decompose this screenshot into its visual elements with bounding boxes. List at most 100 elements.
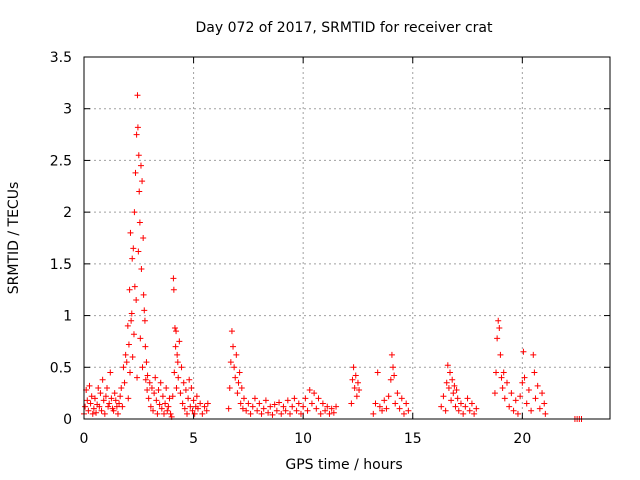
data-point: [93, 409, 100, 416]
y-tick-label: 1.5: [50, 257, 72, 273]
data-point: [173, 384, 180, 391]
data-point: [101, 410, 108, 417]
data-point: [319, 400, 326, 407]
data-point: [87, 400, 94, 407]
data-point: [95, 384, 102, 391]
data-point: [262, 397, 269, 404]
data-point: [129, 255, 136, 262]
data-point: [134, 124, 141, 131]
data-point: [265, 409, 272, 416]
y-tick-label: 0: [63, 412, 72, 428]
data-point: [494, 335, 501, 342]
data-point: [157, 379, 164, 386]
data-point: [374, 369, 381, 376]
x-tick-label: 15: [404, 431, 422, 447]
y-tick-label: 2.5: [50, 153, 72, 169]
chart-title: Day 072 of 2017, SRMTID for receiver cra…: [196, 20, 493, 36]
data-point: [146, 379, 153, 386]
data-point: [304, 407, 311, 414]
data-point: [443, 379, 450, 386]
y-tick-label: 0.5: [50, 360, 72, 376]
data-point: [171, 369, 178, 376]
data-point: [181, 405, 188, 412]
data-point: [510, 407, 517, 414]
data-point: [372, 400, 379, 407]
data-point: [100, 397, 107, 404]
data-point: [189, 407, 196, 414]
data-point: [525, 387, 532, 394]
data-point: [542, 410, 549, 417]
data-point: [379, 407, 386, 414]
data-point: [471, 410, 478, 417]
data-point: [451, 382, 458, 389]
data-point: [390, 364, 397, 371]
data-point: [398, 395, 405, 402]
data-point: [233, 351, 240, 358]
data-point: [350, 364, 357, 371]
data-point: [127, 369, 134, 376]
data-point: [116, 400, 123, 407]
data-point: [176, 338, 183, 345]
data-point: [503, 379, 510, 386]
grid-lines: [84, 57, 610, 419]
data-point: [199, 410, 206, 417]
data-point: [174, 351, 181, 358]
data-point: [245, 400, 252, 407]
data-point: [445, 384, 452, 391]
data-point: [517, 393, 524, 400]
data-point: [231, 364, 238, 371]
data-point: [495, 317, 502, 324]
data-point: [88, 393, 95, 400]
data-point: [267, 403, 274, 410]
data-point: [251, 395, 258, 402]
data-point: [90, 405, 97, 412]
data-point: [232, 374, 239, 381]
data-point: [256, 400, 263, 407]
data-point: [497, 351, 504, 358]
data-point: [506, 403, 513, 410]
data-point: [444, 362, 451, 369]
data-point: [201, 403, 208, 410]
data-point: [534, 382, 541, 389]
data-point: [131, 283, 138, 290]
data-point: [125, 395, 132, 402]
x-tick-label: 10: [294, 431, 312, 447]
data-point: [136, 188, 143, 195]
data-point: [457, 400, 464, 407]
data-point: [348, 400, 355, 407]
data-point: [388, 351, 395, 358]
data-point: [122, 351, 129, 358]
data-point: [172, 343, 179, 350]
data-point: [86, 382, 93, 389]
data-point: [170, 286, 177, 293]
data-point: [243, 407, 250, 414]
data-point: [468, 400, 475, 407]
data-point: [225, 405, 232, 412]
data-point: [442, 407, 449, 414]
data-point: [238, 384, 245, 391]
data-point: [179, 400, 186, 407]
data-point: [306, 387, 313, 394]
x-axis-label: GPS time / hours: [285, 457, 402, 473]
data-point: [128, 310, 135, 317]
data-point: [278, 410, 285, 417]
data-point: [159, 393, 166, 400]
data-point: [287, 410, 294, 417]
data-point: [111, 390, 118, 397]
data-point: [175, 374, 182, 381]
data-point: [121, 379, 128, 386]
data-point: [523, 400, 530, 407]
data-point: [512, 397, 519, 404]
data-point: [330, 409, 337, 416]
data-point: [147, 403, 154, 410]
data-point: [129, 353, 136, 360]
data-point: [514, 410, 521, 417]
data-point: [536, 405, 543, 412]
data-point: [269, 411, 276, 418]
data-point: [117, 393, 124, 400]
data-point: [85, 407, 92, 414]
data-point: [96, 403, 103, 410]
data-point: [177, 390, 184, 397]
data-point: [452, 403, 459, 410]
data-point: [394, 390, 401, 397]
